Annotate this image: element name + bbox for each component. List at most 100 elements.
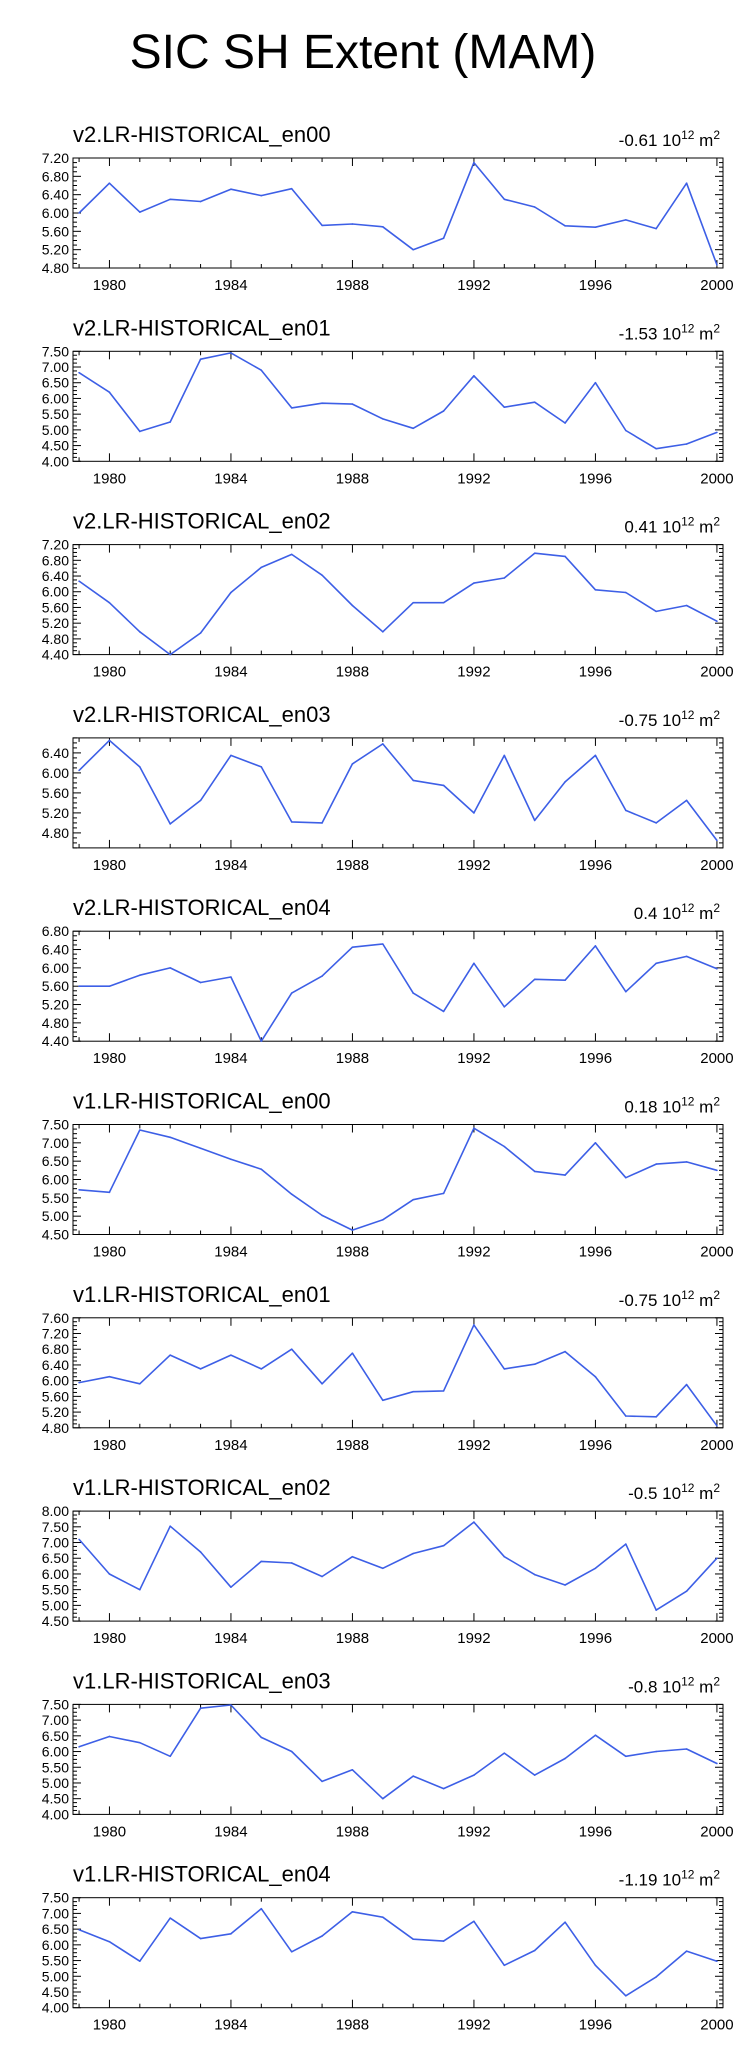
y-tick-label: 6.80	[42, 552, 69, 568]
trend-label-part: 12	[681, 1095, 695, 1109]
x-tick-label: 1984	[214, 2017, 247, 2034]
data-point	[412, 1938, 414, 1940]
data-point	[442, 601, 445, 604]
data-point	[442, 1544, 445, 1547]
data-point	[78, 1538, 80, 1541]
trend-label: 0.41 1012 m2	[624, 515, 720, 537]
series-line	[78, 161, 718, 266]
y-tick-label: 4.00	[42, 453, 69, 469]
data-point	[290, 1562, 293, 1564]
panel-title: v2.LR-HISTORICAL_en00	[73, 122, 331, 147]
trend-label-part: 12	[681, 1288, 695, 1302]
x-tick-label: 1984	[214, 1244, 247, 1261]
trend-label: -0.5 1012 m2	[628, 1481, 720, 1503]
data-point	[139, 1960, 141, 1962]
trend-label-part: 2	[713, 1481, 720, 1495]
data-point	[108, 1573, 111, 1575]
data-point	[503, 1964, 506, 1967]
x-tick-label: 1992	[457, 1630, 490, 1647]
trend-label-part: m	[694, 1871, 713, 1890]
data-point	[473, 375, 475, 377]
y-tick-label: 6.00	[42, 1937, 69, 1953]
x-tick-label: 1980	[93, 664, 126, 681]
x-tick-label: 2000	[700, 664, 733, 681]
y-tick-label: 6.80	[42, 1341, 69, 1357]
data-point	[199, 358, 202, 360]
data-point	[230, 976, 232, 978]
y-tick-label: 6.00	[42, 205, 69, 221]
panel-title: v1.LR-HISTORICAL_en01	[73, 1282, 331, 1307]
x-tick-label: 1996	[579, 1244, 612, 1261]
data-point	[655, 227, 657, 230]
data-point	[321, 1935, 323, 1937]
data-point	[230, 754, 232, 757]
data-point	[351, 1911, 354, 1913]
data-point	[108, 1940, 111, 1943]
data-point	[716, 1960, 718, 1962]
data-point	[290, 821, 293, 823]
data-point	[321, 224, 323, 227]
panel: v1.LR-HISTORICAL_en04 -1.19 1012 m2 1980 19…	[42, 1862, 734, 2034]
data-point	[199, 632, 202, 634]
data-point	[108, 1735, 111, 1738]
data-point	[199, 1551, 202, 1553]
data-point	[625, 591, 627, 594]
panels: v2.LR-HISTORICAL_en00 -0.61 1012 m2 1980 19…	[42, 122, 734, 2034]
data-point	[503, 1006, 506, 1008]
x-tick-label: 1980	[93, 470, 126, 487]
trend-label-part: -0.75 10	[619, 1291, 681, 1310]
data-point	[260, 1368, 263, 1370]
data-point	[260, 566, 263, 569]
data-point	[169, 1525, 171, 1527]
y-tick-label: 5.50	[42, 1953, 69, 1969]
data-point	[442, 1192, 445, 1195]
panel-title: v1.LR-HISTORICAL_en02	[73, 1475, 331, 1500]
x-tick-label: 1992	[457, 2017, 490, 2034]
trend-label-part: m	[694, 1677, 713, 1696]
data-point	[321, 822, 323, 824]
data-point	[685, 1161, 688, 1163]
data-point	[716, 431, 718, 434]
panel: v1.LR-HISTORICAL_en01 -0.75 1012 m2 1980 19…	[42, 1282, 734, 1454]
data-point	[655, 1750, 657, 1753]
x-tick-label: 1988	[336, 857, 369, 874]
data-point	[169, 1755, 171, 1758]
data-point	[382, 1916, 384, 1918]
data-point	[108, 391, 111, 393]
x-tick-label: 2000	[700, 277, 733, 294]
trend-label-part: 2	[713, 1288, 720, 1302]
trend-label-part: m	[694, 1484, 713, 1503]
y-tick-label: 6.00	[42, 1373, 69, 1389]
y-tick-label: 6.40	[42, 745, 69, 761]
x-tick-label: 1988	[336, 1437, 369, 1454]
data-point	[290, 1193, 293, 1195]
panel: v1.LR-HISTORICAL_en00 0.18 1012 m2 1980 198…	[42, 1089, 734, 1261]
data-point	[625, 990, 627, 993]
y-tick-label: 5.50	[42, 1759, 69, 1775]
series-line	[78, 1521, 718, 1611]
trend-label-part: m	[694, 324, 713, 343]
trend-label: -0.61 1012 m2	[619, 128, 721, 150]
data-point	[230, 1158, 232, 1161]
data-point	[503, 1555, 506, 1558]
data-point	[594, 1964, 597, 1967]
x-tick-label: 1980	[93, 1244, 126, 1261]
data-point	[351, 1229, 354, 1231]
data-point	[230, 591, 232, 594]
data-point	[199, 981, 202, 984]
y-tick-label: 5.20	[42, 997, 69, 1013]
x-tick-label: 1992	[457, 1823, 490, 1840]
y-tick-label: 6.80	[42, 923, 69, 939]
data-point	[139, 1588, 141, 1591]
data-point	[442, 784, 445, 787]
data-point	[78, 212, 80, 214]
data-point	[108, 1375, 111, 1378]
data-point	[260, 194, 263, 197]
x-tick-label: 1980	[93, 1823, 126, 1840]
x-tick-label: 1980	[93, 1050, 126, 1067]
y-tick-label: 7.20	[42, 150, 69, 166]
data-point	[473, 1127, 475, 1129]
data-point	[625, 1755, 627, 1758]
x-tick-label: 1988	[336, 277, 369, 294]
